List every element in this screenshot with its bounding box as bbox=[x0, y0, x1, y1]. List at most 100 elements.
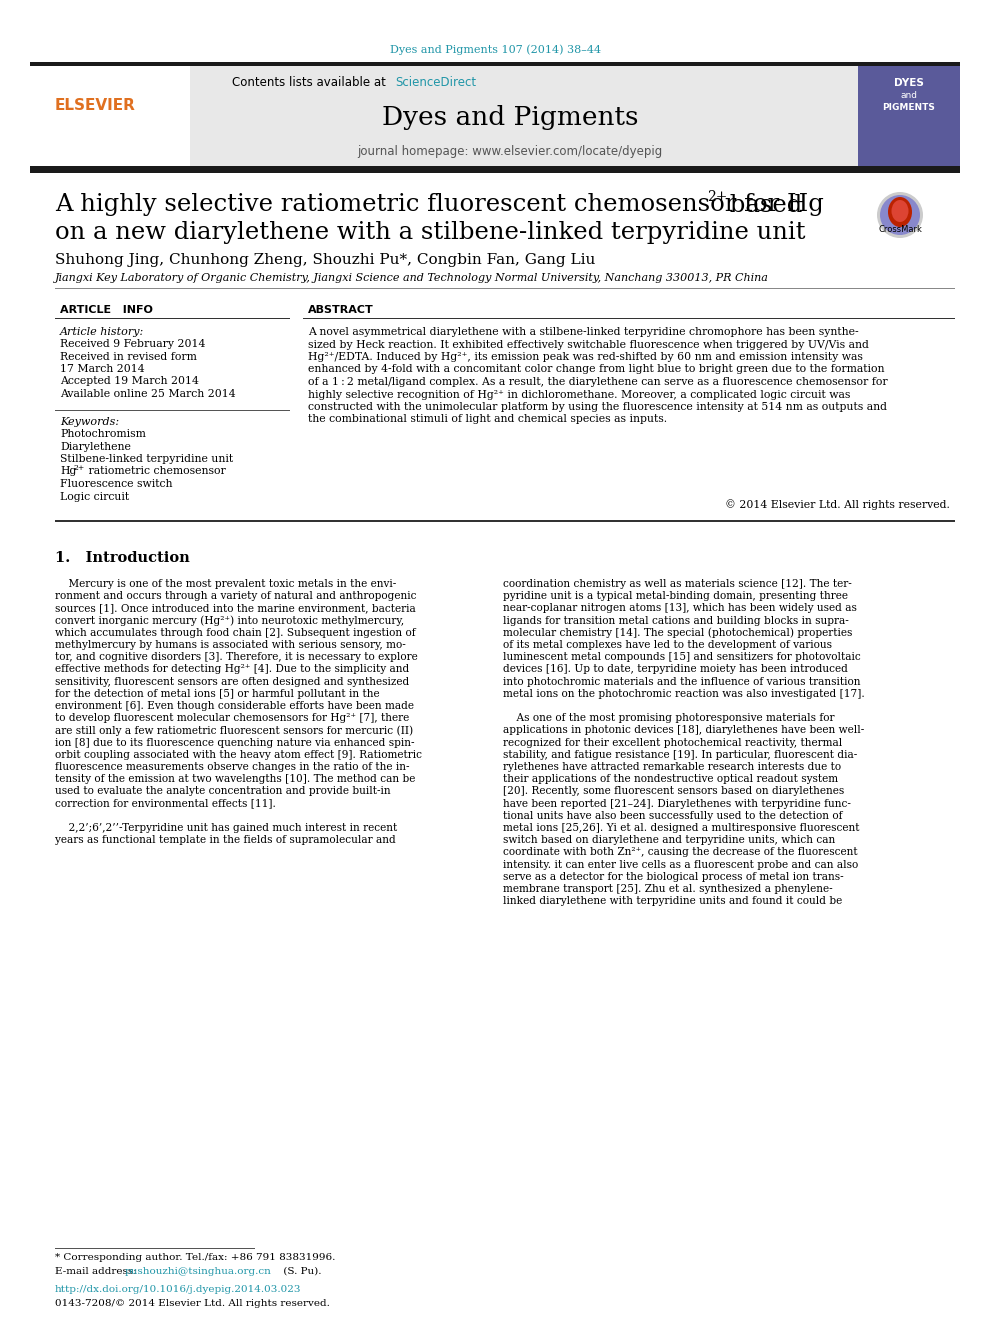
Text: on a new diarylethene with a stilbene-linked terpyridine unit: on a new diarylethene with a stilbene-li… bbox=[55, 221, 806, 243]
Text: ronment and occurs through a variety of natural and anthropogenic: ronment and occurs through a variety of … bbox=[55, 591, 417, 601]
Text: Stilbene-linked terpyridine unit: Stilbene-linked terpyridine unit bbox=[60, 454, 233, 464]
Text: ABSTRACT: ABSTRACT bbox=[308, 306, 374, 315]
Text: their applications of the nondestructive optical readout system: their applications of the nondestructive… bbox=[503, 774, 838, 785]
Text: to develop fluorescent molecular chemosensors for Hg²⁺ [7], there: to develop fluorescent molecular chemose… bbox=[55, 713, 410, 724]
Text: years as functional template in the fields of supramolecular and: years as functional template in the fiel… bbox=[55, 835, 396, 845]
Text: Accepted 19 March 2014: Accepted 19 March 2014 bbox=[60, 377, 198, 386]
Text: membrane transport [25]. Zhu et al. synthesized a phenylene-: membrane transport [25]. Zhu et al. synt… bbox=[503, 884, 832, 894]
Text: intensity. it can enter live cells as a fluorescent probe and can also: intensity. it can enter live cells as a … bbox=[503, 860, 858, 869]
Text: linked diarylethene with terpyridine units and found it could be: linked diarylethene with terpyridine uni… bbox=[503, 896, 842, 906]
Text: [20]. Recently, some fluorescent sensors based on diarylethenes: [20]. Recently, some fluorescent sensors… bbox=[503, 786, 844, 796]
Text: A novel asymmetrical diarylethene with a stilbene-linked terpyridine chromophore: A novel asymmetrical diarylethene with a… bbox=[308, 327, 859, 337]
Text: effective methods for detecting Hg²⁺ [4]. Due to the simplicity and: effective methods for detecting Hg²⁺ [4]… bbox=[55, 664, 410, 675]
Text: Received in revised form: Received in revised form bbox=[60, 352, 196, 361]
Text: Contents lists available at: Contents lists available at bbox=[232, 75, 390, 89]
Text: environment [6]. Even though considerable efforts have been made: environment [6]. Even though considerabl… bbox=[55, 701, 414, 710]
Text: ion [8] due to its fluorescence quenching nature via enhanced spin-: ion [8] due to its fluorescence quenchin… bbox=[55, 738, 415, 747]
Bar bbox=[55, 520, 955, 521]
Text: 17 March 2014: 17 March 2014 bbox=[60, 364, 145, 374]
Text: Jiangxi Key Laboratory of Organic Chemistry, Jiangxi Science and Technology Norm: Jiangxi Key Laboratory of Organic Chemis… bbox=[55, 273, 769, 283]
Text: Dyes and Pigments 107 (2014) 38–44: Dyes and Pigments 107 (2014) 38–44 bbox=[391, 45, 601, 56]
Text: the combinational stimuli of light and chemical species as inputs.: the combinational stimuli of light and c… bbox=[308, 414, 668, 425]
Bar bbox=[858, 66, 960, 165]
Text: tor, and cognitive disorders [3]. Therefore, it is necessary to explore: tor, and cognitive disorders [3]. Theref… bbox=[55, 652, 418, 663]
Bar bbox=[30, 62, 960, 66]
Text: ligands for transition metal cations and building blocks in supra-: ligands for transition metal cations and… bbox=[503, 615, 849, 626]
Text: applications in photonic devices [18], diarylethenes have been well-: applications in photonic devices [18], d… bbox=[503, 725, 864, 736]
Text: stability, and fatigue resistance [19]. In particular, fluorescent dia-: stability, and fatigue resistance [19]. … bbox=[503, 750, 857, 759]
Ellipse shape bbox=[892, 200, 909, 222]
Circle shape bbox=[880, 194, 920, 235]
Text: sources [1]. Once introduced into the marine environment, bacteria: sources [1]. Once introduced into the ma… bbox=[55, 603, 416, 614]
Text: Hg: Hg bbox=[60, 467, 76, 476]
Text: molecular chemistry [14]. The special (photochemical) properties: molecular chemistry [14]. The special (p… bbox=[503, 627, 852, 638]
Text: Logic circuit: Logic circuit bbox=[60, 492, 129, 501]
Text: fluorescence measurements observe changes in the ratio of the in-: fluorescence measurements observe change… bbox=[55, 762, 410, 773]
Text: correction for environmental effects [11].: correction for environmental effects [11… bbox=[55, 799, 276, 808]
Text: tional units have also been successfully used to the detection of: tional units have also been successfully… bbox=[503, 811, 842, 820]
Text: A highly selective ratiometric fluorescent chemosensor for Hg: A highly selective ratiometric fluoresce… bbox=[55, 193, 824, 217]
Bar bbox=[30, 66, 960, 165]
Text: journal homepage: www.elsevier.com/locate/dyepig: journal homepage: www.elsevier.com/locat… bbox=[357, 146, 663, 159]
Text: enhanced by 4-fold with a concomitant color change from light blue to bright gre: enhanced by 4-fold with a concomitant co… bbox=[308, 365, 885, 374]
Text: luminescent metal compounds [15] and sensitizers for photovoltaic: luminescent metal compounds [15] and sen… bbox=[503, 652, 861, 663]
Text: © 2014 Elsevier Ltd. All rights reserved.: © 2014 Elsevier Ltd. All rights reserved… bbox=[725, 500, 950, 511]
Text: DYES: DYES bbox=[894, 78, 924, 89]
Text: ELSEVIER: ELSEVIER bbox=[55, 98, 136, 112]
Text: highly selective recognition of Hg²⁺ in dichloromethane. Moreover, a complicated: highly selective recognition of Hg²⁺ in … bbox=[308, 389, 850, 400]
Text: rylethenes have attracted remarkable research interests due to: rylethenes have attracted remarkable res… bbox=[503, 762, 841, 773]
Text: serve as a detector for the biological process of metal ion trans-: serve as a detector for the biological p… bbox=[503, 872, 843, 882]
Text: which accumulates through food chain [2]. Subsequent ingestion of: which accumulates through food chain [2]… bbox=[55, 628, 416, 638]
Text: CrossMark: CrossMark bbox=[878, 225, 922, 233]
Text: Fluorescence switch: Fluorescence switch bbox=[60, 479, 173, 490]
Text: tensity of the emission at two wavelengths [10]. The method can be: tensity of the emission at two wavelengt… bbox=[55, 774, 416, 785]
Text: Dyes and Pigments: Dyes and Pigments bbox=[382, 106, 638, 131]
Text: PIGMENTS: PIGMENTS bbox=[883, 103, 935, 112]
Text: 0143-7208/© 2014 Elsevier Ltd. All rights reserved.: 0143-7208/© 2014 Elsevier Ltd. All right… bbox=[55, 1299, 330, 1308]
Text: have been reported [21–24]. Diarylethenes with terpyridine func-: have been reported [21–24]. Diarylethene… bbox=[503, 799, 851, 808]
Text: sized by Heck reaction. It exhibited effectively switchable fluorescence when tr: sized by Heck reaction. It exhibited eff… bbox=[308, 340, 869, 349]
Text: orbit coupling associated with the heavy atom effect [9]. Ratiometric: orbit coupling associated with the heavy… bbox=[55, 750, 422, 759]
Bar bbox=[30, 66, 190, 165]
Text: 1.   Introduction: 1. Introduction bbox=[55, 550, 189, 565]
Text: based: based bbox=[722, 193, 803, 217]
Circle shape bbox=[877, 192, 923, 238]
Text: ARTICLE   INFO: ARTICLE INFO bbox=[60, 306, 153, 315]
Text: and: and bbox=[901, 91, 918, 101]
Text: Available online 25 March 2014: Available online 25 March 2014 bbox=[60, 389, 236, 400]
Text: ratiometric chemosensor: ratiometric chemosensor bbox=[85, 467, 226, 476]
Text: 2,2’;6’,2’’-Terpyridine unit has gained much interest in recent: 2,2’;6’,2’’-Terpyridine unit has gained … bbox=[55, 823, 397, 833]
Text: of its metal complexes have led to the development of various: of its metal complexes have led to the d… bbox=[503, 640, 832, 650]
Text: recognized for their excellent photochemical reactivity, thermal: recognized for their excellent photochem… bbox=[503, 738, 842, 747]
Ellipse shape bbox=[888, 197, 912, 228]
Text: E-mail address:: E-mail address: bbox=[55, 1266, 140, 1275]
Text: (S. Pu).: (S. Pu). bbox=[280, 1266, 321, 1275]
Text: switch based on diarylethene and terpyridine units, which can: switch based on diarylethene and terpyri… bbox=[503, 835, 835, 845]
Text: for the detection of metal ions [5] or harmful pollutant in the: for the detection of metal ions [5] or h… bbox=[55, 689, 380, 699]
Text: sensitivity, fluorescent sensors are often designed and synthesized: sensitivity, fluorescent sensors are oft… bbox=[55, 676, 410, 687]
Text: coordination chemistry as well as materials science [12]. The ter-: coordination chemistry as well as materi… bbox=[503, 579, 852, 589]
Text: near-coplanar nitrogen atoms [13], which has been widely used as: near-coplanar nitrogen atoms [13], which… bbox=[503, 603, 857, 614]
Text: into photochromic materials and the influence of various transition: into photochromic materials and the infl… bbox=[503, 676, 860, 687]
Text: are still only a few ratiometric fluorescent sensors for mercuric (II): are still only a few ratiometric fluores… bbox=[55, 725, 413, 736]
Text: pushouzhi@tsinghua.org.cn: pushouzhi@tsinghua.org.cn bbox=[125, 1266, 272, 1275]
Text: used to evaluate the analyte concentration and provide built-in: used to evaluate the analyte concentrati… bbox=[55, 786, 391, 796]
Text: Received 9 February 2014: Received 9 February 2014 bbox=[60, 339, 205, 349]
Bar bbox=[30, 165, 960, 173]
Text: methylmercury by humans is associated with serious sensory, mo-: methylmercury by humans is associated wi… bbox=[55, 640, 406, 650]
Text: 2+: 2+ bbox=[707, 191, 727, 204]
Text: Shuhong Jing, Chunhong Zheng, Shouzhi Pu*, Congbin Fan, Gang Liu: Shuhong Jing, Chunhong Zheng, Shouzhi Pu… bbox=[55, 253, 595, 267]
Text: Hg²⁺/EDTA. Induced by Hg²⁺, its emission peak was red-shifted by 60 nm and emiss: Hg²⁺/EDTA. Induced by Hg²⁺, its emission… bbox=[308, 352, 863, 363]
Text: ScienceDirect: ScienceDirect bbox=[395, 75, 476, 89]
Text: of a 1 : 2 metal/ligand complex. As a result, the diarylethene can serve as a fl: of a 1 : 2 metal/ligand complex. As a re… bbox=[308, 377, 888, 388]
Text: Article history:: Article history: bbox=[60, 327, 144, 337]
Text: * Corresponding author. Tel./fax: +86 791 83831996.: * Corresponding author. Tel./fax: +86 79… bbox=[55, 1253, 335, 1262]
Text: metal ions [25,26]. Yi et al. designed a multiresponsive fluorescent: metal ions [25,26]. Yi et al. designed a… bbox=[503, 823, 859, 833]
Text: As one of the most promising photoresponsive materials for: As one of the most promising photorespon… bbox=[503, 713, 834, 724]
Text: Diarylethene: Diarylethene bbox=[60, 442, 131, 451]
Text: Photochromism: Photochromism bbox=[60, 429, 146, 439]
Text: http://dx.doi.org/10.1016/j.dyepig.2014.03.023: http://dx.doi.org/10.1016/j.dyepig.2014.… bbox=[55, 1286, 302, 1294]
Text: coordinate with both Zn²⁺, causing the decrease of the fluorescent: coordinate with both Zn²⁺, causing the d… bbox=[503, 848, 858, 857]
Text: 2+: 2+ bbox=[73, 463, 84, 471]
Text: convert inorganic mercury (Hg²⁺) into neurotoxic methylmercury,: convert inorganic mercury (Hg²⁺) into ne… bbox=[55, 615, 404, 626]
